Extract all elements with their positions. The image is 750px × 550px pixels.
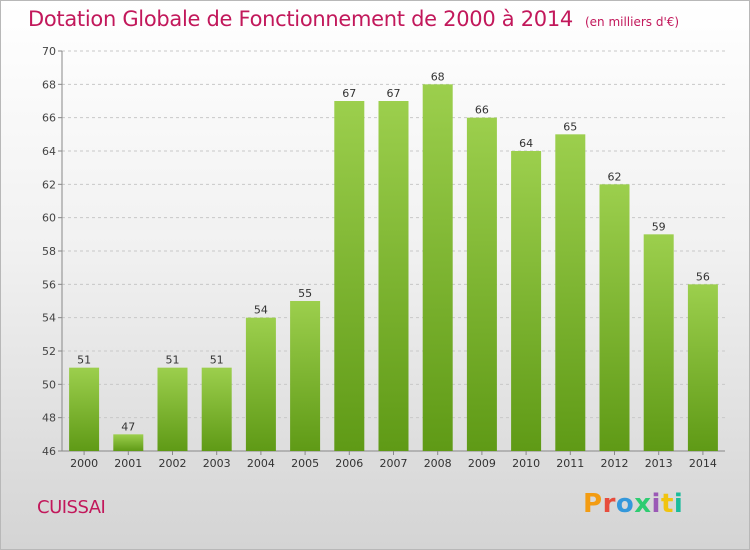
logo-letter: i: [673, 489, 684, 519]
y-tick-label: 50: [42, 378, 56, 391]
x-tick-label: 2007: [380, 457, 408, 470]
bar-2014: [687, 284, 718, 451]
data-label: 55: [298, 287, 312, 300]
y-tick-label: 52: [42, 345, 56, 358]
x-tick-label: 2012: [601, 457, 629, 470]
data-label: 67: [342, 87, 356, 100]
axes: 46 48 50 52 54 56 58 60 62 64 66 68 70 2000 2001 2002 20…: [42, 45, 725, 470]
x-tick-label: 2013: [645, 457, 673, 470]
y-tick-label: 62: [42, 178, 56, 191]
data-label: 67: [387, 87, 401, 100]
bar-2008: [422, 84, 453, 451]
logo-letter: x: [634, 489, 652, 519]
data-label: 62: [608, 170, 622, 183]
x-tick-label: 2003: [203, 457, 231, 470]
chart-title-text: Dotation Globale de Fonctionnement de 20…: [28, 7, 573, 31]
bar-2006: [334, 101, 365, 451]
bar-2001: [113, 434, 144, 451]
data-label: 65: [563, 120, 577, 133]
x-tick-label: 2009: [468, 457, 496, 470]
y-tick-label: 66: [42, 112, 56, 125]
data-label: 68: [431, 70, 445, 83]
x-tick-label: 2011: [556, 457, 584, 470]
data-label: 51: [166, 354, 180, 367]
x-tick-label: 2014: [689, 457, 717, 470]
x-tick-label: 2005: [291, 457, 319, 470]
bar-2007: [378, 101, 409, 451]
commune-name: CUISSAI: [37, 497, 106, 518]
data-label: 56: [696, 270, 710, 283]
data-labels: 51 47 51 51 54 55 67 67 68 66 64 65 62 59 56: [77, 70, 710, 433]
data-label: 54: [254, 304, 268, 317]
bar-2009: [466, 117, 497, 452]
chart-title: Dotation Globale de Fonctionnement de 20…: [28, 7, 679, 31]
x-tick-label: 2008: [424, 457, 452, 470]
y-tick-label: 64: [42, 145, 56, 158]
y-tick-label: 58: [42, 245, 56, 258]
data-label: 51: [77, 354, 91, 367]
data-label: 51: [210, 354, 224, 367]
y-tick-label: 56: [42, 278, 56, 291]
logo-letter: P: [583, 489, 603, 519]
y-tick-label: 68: [42, 78, 56, 91]
bar-2011: [555, 134, 586, 452]
proxiti-logo[interactable]: Proxiti: [583, 489, 683, 519]
y-tick-label: 46: [42, 445, 56, 458]
logo-letter: i: [651, 489, 661, 519]
bar-2005: [290, 301, 321, 451]
y-tick-label: 54: [42, 312, 56, 325]
data-label: 66: [475, 104, 489, 117]
bar-2010: [511, 151, 542, 451]
bar-2003: [201, 367, 232, 451]
x-tick-label: 2010: [512, 457, 540, 470]
logo-letter: o: [615, 489, 635, 519]
chart-unit: (en milliers d'€): [584, 15, 680, 29]
x-tick-label: 2006: [335, 457, 363, 470]
bar-2002: [157, 367, 188, 451]
bar-2000: [69, 367, 100, 451]
bars: [69, 84, 718, 452]
bar-2013: [643, 234, 674, 451]
data-label: 59: [652, 220, 666, 233]
bar-2012: [599, 184, 630, 452]
x-tick-label: 2001: [114, 457, 142, 470]
x-tick-label: 2000: [70, 457, 98, 470]
y-tick-label: 60: [42, 212, 56, 225]
data-label: 64: [519, 137, 533, 150]
x-tick-label: 2004: [247, 457, 275, 470]
bar-2004: [245, 317, 276, 451]
x-tick-label: 2002: [159, 457, 187, 470]
y-tick-label: 70: [42, 45, 56, 58]
logo-letter: r: [602, 489, 616, 519]
data-label: 47: [121, 420, 135, 433]
logo-letter: t: [660, 489, 674, 519]
y-tick-label: 48: [42, 412, 56, 425]
